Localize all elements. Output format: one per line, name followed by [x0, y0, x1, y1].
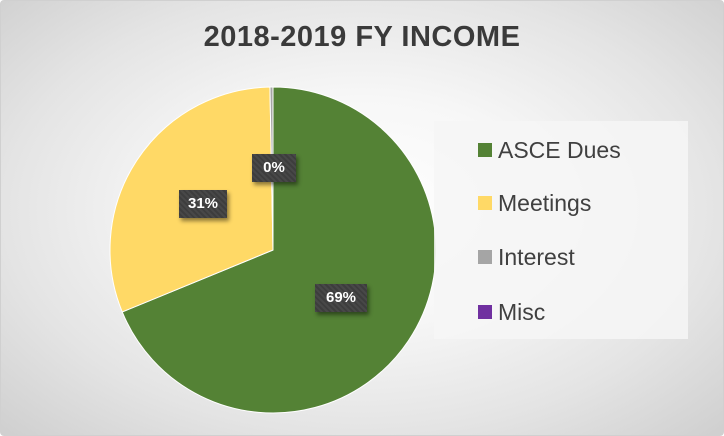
pie-slice-asce-dues — [121, 86, 437, 414]
legend-swatch — [478, 305, 492, 319]
data-label-interest: 0% — [252, 154, 296, 182]
data-label-asce-dues: 69% — [315, 284, 367, 312]
legend-item-interest: Interest — [478, 243, 575, 271]
legend-label: ASCE Dues — [498, 136, 621, 163]
legend-item-meetings: Meetings — [478, 189, 591, 217]
chart-title: 2018-2019 FY INCOME — [203, 21, 521, 53]
legend-label: Meetings — [498, 189, 592, 216]
legend-swatch — [478, 250, 492, 264]
legend: ASCE Dues Meetings Interest Misc — [434, 121, 688, 339]
legend-label: Misc — [498, 298, 546, 325]
data-label-meetings: 31% — [179, 190, 227, 218]
legend-label: Interest — [498, 243, 575, 270]
legend-swatch — [478, 196, 492, 210]
legend-swatch — [478, 143, 492, 157]
legend-item-asce-dues: ASCE Dues — [478, 136, 621, 164]
legend-item-misc: Misc — [478, 298, 545, 326]
